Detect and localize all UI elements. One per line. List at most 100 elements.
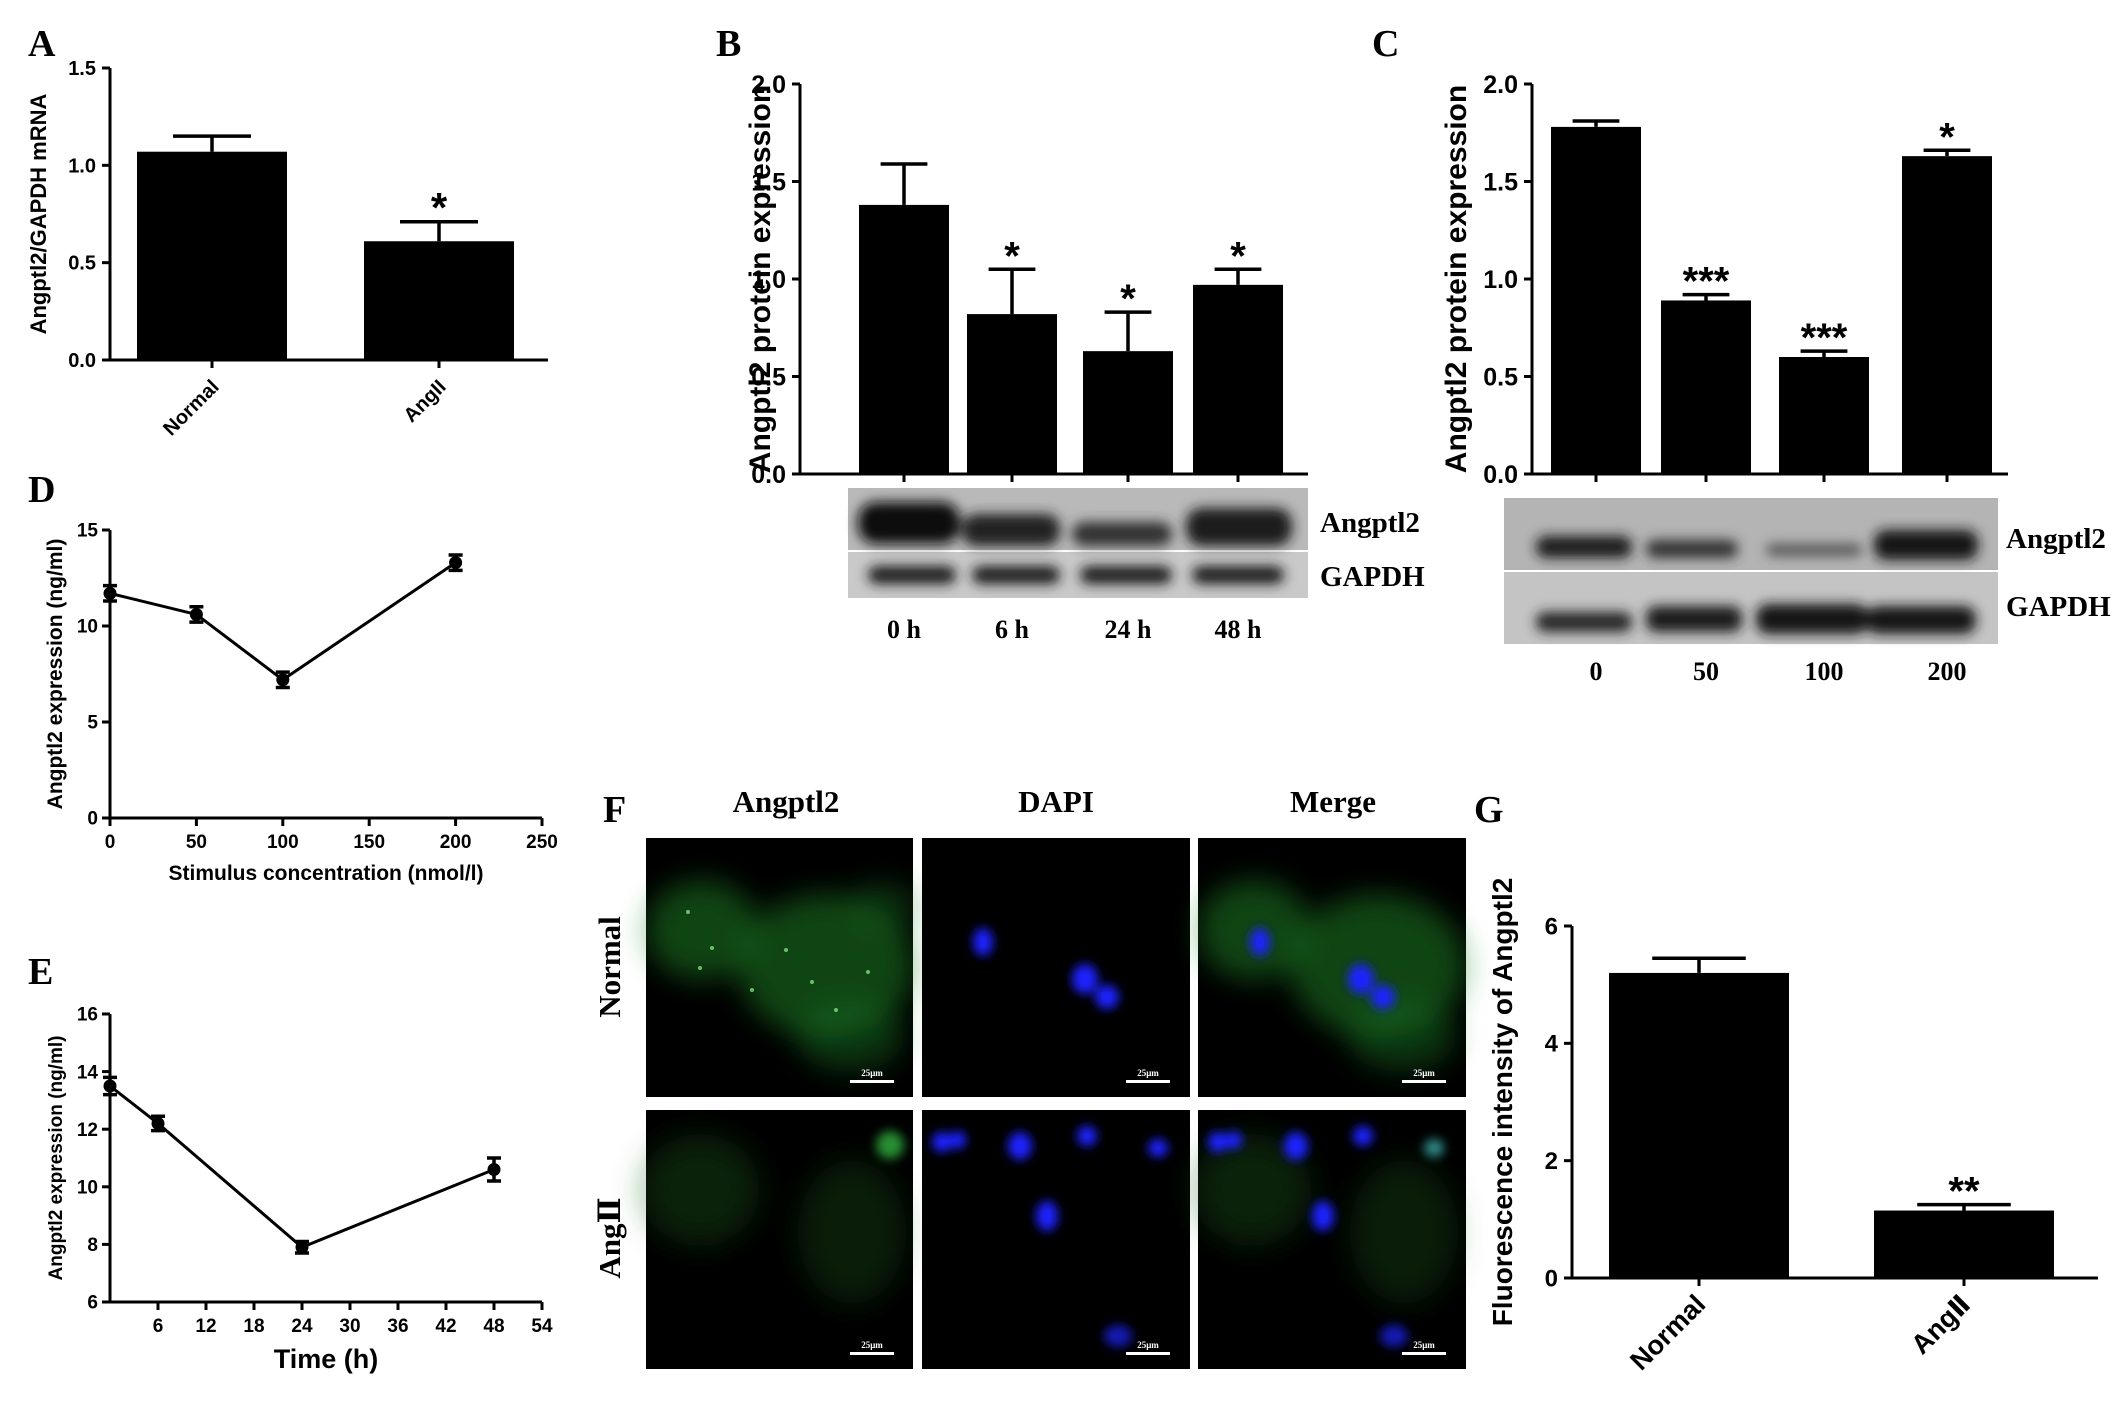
y-tick-label: 1.0 bbox=[68, 155, 96, 177]
y-axis-title: Angptl2/GAPDH mRNA bbox=[26, 94, 51, 335]
y-tick-label: 0.5 bbox=[68, 253, 96, 275]
y-tick-label: 0.0 bbox=[1483, 461, 1518, 489]
blot-c-band-angptl2-0 bbox=[1536, 536, 1632, 558]
x-tick-label: 36 bbox=[387, 1316, 408, 1337]
y-axis-title: Angptl2 protein expression bbox=[1440, 85, 1473, 473]
if-image-normal-merge: 25μm bbox=[1198, 838, 1466, 1097]
blot-c-band-angptl2-100 bbox=[1766, 544, 1862, 556]
error-bar bbox=[173, 134, 251, 152]
bar bbox=[1193, 284, 1283, 474]
y-tick-label: 2.0 bbox=[1483, 71, 1518, 99]
bar bbox=[967, 314, 1057, 474]
y-tick-label: 1.0 bbox=[751, 266, 786, 294]
bar bbox=[364, 241, 514, 360]
if-column-title-merge: Merge bbox=[1290, 784, 1376, 819]
if-scale-bar-label: 25μm bbox=[1413, 1340, 1435, 1350]
x-tick-label: 0 bbox=[1590, 657, 1603, 686]
if-row-label-angii: AngⅡ bbox=[592, 1197, 627, 1278]
y-tick-label: 10 bbox=[77, 617, 98, 638]
panel-letter-g: G bbox=[1474, 789, 1504, 831]
blot-b-band-angptl2-48h bbox=[1186, 508, 1292, 546]
western-blot-c: Angptl2 GAPDH bbox=[1504, 498, 2111, 644]
y-tick-label: 1.0 bbox=[1483, 266, 1518, 294]
error-bar bbox=[1104, 310, 1152, 352]
x-tick-label: 42 bbox=[435, 1316, 456, 1337]
chart-g-fluorescence-bar: 0 2 4 6 Fluorescence intensity of Angptl2 Nor… bbox=[1487, 878, 2098, 1376]
data-point bbox=[449, 556, 463, 570]
significance-marker: *** bbox=[1801, 316, 1848, 360]
x-tick-label: 30 bbox=[339, 1316, 360, 1337]
significance-marker: * bbox=[1120, 277, 1136, 321]
if-image-normal-dapi: 25μm bbox=[922, 838, 1190, 1097]
panel-letter-a: A bbox=[28, 23, 56, 65]
y-tick-label: 2.0 bbox=[751, 71, 786, 99]
bar bbox=[1551, 126, 1641, 475]
data-point bbox=[189, 607, 203, 621]
y-tick-label: 14 bbox=[77, 1062, 99, 1083]
y-tick-label: 0.0 bbox=[68, 350, 96, 372]
if-image-angii-angptl2: 25μm bbox=[640, 1110, 913, 1369]
x-tick-label: 50 bbox=[1693, 657, 1719, 686]
blot-c-band-gapdh-0 bbox=[1536, 612, 1632, 632]
x-tick-label: 100 bbox=[1805, 657, 1844, 686]
blot-c-label-gapdh: GAPDH bbox=[2006, 591, 2111, 623]
blot-b-band-gapdh-6h bbox=[972, 566, 1060, 584]
y-axis-title: Fluorescence intensity of Angptl2 bbox=[1487, 878, 1518, 1327]
y-tick-label: 16 bbox=[77, 1005, 98, 1026]
x-tick-label: 50 bbox=[186, 832, 207, 853]
if-image-angii-merge: 25μm bbox=[1192, 1110, 1466, 1369]
y-axis-title: Angptl2 expression (ng/ml) bbox=[44, 539, 67, 810]
y-tick-label: 0.0 bbox=[751, 461, 786, 489]
x-tick-label: 100 bbox=[267, 832, 299, 853]
significance-marker: * bbox=[431, 184, 448, 231]
if-scale-bar-label: 25μm bbox=[1137, 1340, 1159, 1350]
data-point bbox=[295, 1240, 309, 1254]
y-axis-title: Angptl2 expression (ng/ml) bbox=[46, 1036, 67, 1281]
panel-letter-e: E bbox=[28, 951, 53, 993]
x-axis-title: Stimulus concentration (nmol/l) bbox=[168, 862, 483, 885]
blot-c-band-angptl2-200 bbox=[1874, 530, 1978, 560]
blot-c-band-angptl2-50 bbox=[1646, 540, 1738, 558]
bar bbox=[1779, 357, 1869, 474]
significance-marker: *** bbox=[1683, 260, 1730, 304]
blot-c-label-angptl2: Angptl2 bbox=[2006, 523, 2106, 555]
chart-a-mrna-bar: 0.0 0.5 1.0 1.5 Angptl2/GAPDH mRNA Normal * Ang… bbox=[26, 58, 548, 440]
blot-b-band-gapdh-24h bbox=[1080, 566, 1172, 584]
x-tick-label: 6 h bbox=[995, 615, 1030, 644]
y-tick-label: 10 bbox=[77, 1177, 98, 1198]
x-tick-label: 48 bbox=[483, 1316, 504, 1337]
y-tick-label: 8 bbox=[87, 1235, 98, 1256]
bar bbox=[1874, 1210, 2054, 1278]
blot-b-label-angptl2: Angptl2 bbox=[1320, 507, 1420, 539]
error-bar bbox=[1682, 292, 1730, 301]
error-bar bbox=[400, 220, 478, 242]
bar bbox=[1609, 972, 1789, 1278]
x-tick-label: 18 bbox=[243, 1316, 264, 1337]
x-tick-label: 150 bbox=[353, 832, 385, 853]
data-point bbox=[103, 1079, 117, 1093]
panel-letter-c: C bbox=[1372, 23, 1399, 65]
x-tick-label: 24 bbox=[291, 1316, 313, 1337]
y-axis-title: Angptl2 protein expression bbox=[744, 85, 777, 473]
error-bar bbox=[1652, 956, 1746, 973]
if-scale-bar-label: 25μm bbox=[861, 1068, 883, 1078]
series-line bbox=[109, 561, 457, 682]
y-tick-label: 0.5 bbox=[1483, 363, 1518, 391]
error-bar bbox=[880, 162, 928, 205]
significance-marker: * bbox=[1230, 234, 1246, 278]
x-axis-title: Time (h) bbox=[274, 1344, 379, 1374]
significance-marker: * bbox=[1939, 115, 1955, 159]
x-tick-label: AngII bbox=[400, 376, 451, 427]
if-image-angii-dapi: 25μm bbox=[922, 1110, 1190, 1369]
error-bar bbox=[1572, 119, 1620, 127]
x-tick-label: 200 bbox=[440, 832, 472, 853]
error-bar bbox=[1917, 1202, 2011, 1211]
x-tick-label: 6 bbox=[153, 1316, 164, 1337]
data-point bbox=[487, 1163, 501, 1177]
blot-b-band-angptl2-6h bbox=[962, 514, 1060, 546]
panel-letter-d: D bbox=[28, 469, 55, 511]
bar bbox=[1902, 156, 1992, 474]
immunofluorescence-panel-f: Angptl2 DAPI Merge Normal AngⅡ 25μm bbox=[592, 784, 1466, 1369]
bar bbox=[1083, 351, 1173, 474]
